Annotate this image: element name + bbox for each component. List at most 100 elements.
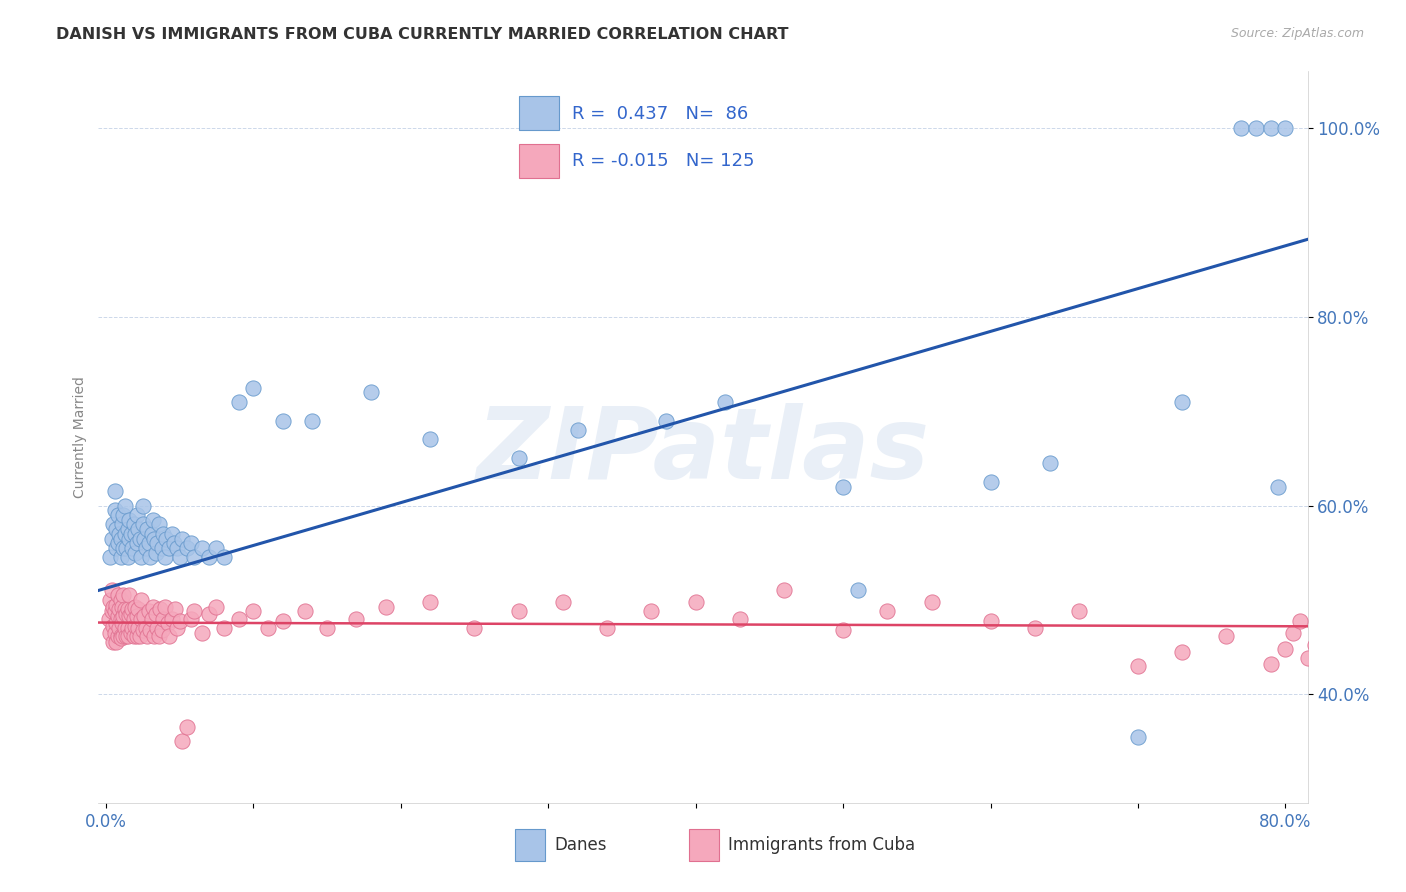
Point [117,621,139,635]
Point [105,616,128,631]
Y-axis label: Currently Married: Currently Married [73,376,87,498]
Point [183,604,205,618]
Point [107,536,129,550]
Point [138,604,160,618]
Point [1126,730,1149,744]
Point [142,600,165,615]
Point [1362,649,1385,664]
Point [110,550,132,565]
Point [1310,623,1333,637]
Point [165,602,187,616]
Point [143,629,166,643]
Point [107,629,129,643]
Point [98,626,121,640]
Point [198,550,221,565]
Point [122,612,145,626]
Point [110,612,132,626]
Point [685,595,707,609]
Point [242,604,264,618]
Point [118,588,141,602]
Point [832,480,855,494]
Point [139,550,162,565]
Point [1378,635,1400,649]
Point [104,503,127,517]
Point [1260,120,1282,135]
Point [728,612,751,626]
Point [567,423,589,437]
Point [1171,394,1194,409]
Point [107,609,129,624]
Point [125,629,148,643]
Point [301,413,323,427]
Point [294,604,316,618]
Point [1289,614,1312,628]
Point [104,484,127,499]
Point [419,595,441,609]
Point [157,629,180,643]
Point [1267,480,1289,494]
Point [1215,629,1237,643]
Point [117,522,139,536]
Point [104,604,127,618]
Point [135,541,157,555]
Point [180,536,202,550]
Point [136,629,159,643]
Point [97,612,120,626]
Point [190,541,212,555]
Point [419,433,441,447]
Point [129,550,152,565]
Text: Source: ZipAtlas.com: Source: ZipAtlas.com [1230,27,1364,40]
Point [107,588,129,602]
Point [1326,635,1348,649]
Point [1067,604,1090,618]
Point [105,635,128,649]
Point [121,541,143,555]
Point [1260,657,1282,671]
Point [551,595,574,609]
Point [115,607,138,621]
Point [169,614,191,628]
Point [508,604,530,618]
Point [127,522,149,536]
Point [129,593,152,607]
Point [176,720,198,734]
Point [105,541,128,555]
Point [114,602,136,616]
Point [110,629,132,643]
Point [118,532,141,546]
Point [120,607,142,621]
Point [198,607,221,621]
Point [127,621,149,635]
Point [112,541,135,555]
Point [128,532,150,546]
Point [141,612,163,626]
Point [110,532,132,546]
Point [832,623,855,637]
Point [190,626,212,640]
Point [101,619,124,633]
Point [108,621,131,635]
Point [980,475,1002,489]
Point [124,600,146,615]
Point [655,413,678,427]
Point [228,394,250,409]
Point [180,612,202,626]
Point [242,380,264,394]
Point [1171,645,1194,659]
Point [212,550,235,565]
Point [1392,649,1406,664]
Point [117,629,139,643]
Point [172,734,194,748]
Point [166,621,188,635]
Point [138,536,160,550]
Point [120,526,142,541]
Point [134,609,156,624]
Point [1274,120,1296,135]
Point [153,600,176,615]
Point [134,532,156,546]
Point [114,526,136,541]
Point [98,550,121,565]
Point [205,541,228,555]
Point [111,600,134,615]
Point [114,621,136,635]
